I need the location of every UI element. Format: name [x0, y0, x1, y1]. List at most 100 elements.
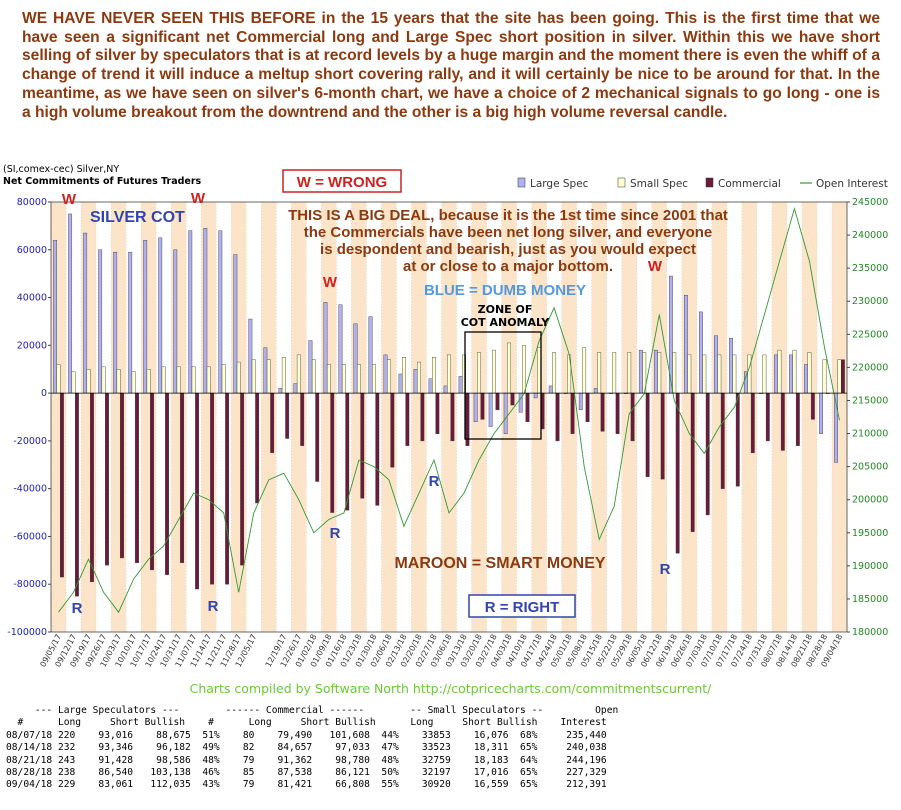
small-spec-bar	[657, 352, 662, 394]
large-spec-bar	[488, 392, 493, 427]
commercial-bar	[165, 392, 169, 575]
band	[531, 202, 547, 632]
y-tick-label: 60000	[17, 245, 47, 256]
large-spec-bar	[638, 349, 643, 394]
silver-cot-label: SILVER COT	[90, 209, 185, 226]
anomaly-zone-label: ZONE OF	[478, 303, 533, 316]
legend-label: Small Spec	[630, 178, 688, 190]
commercial-bar	[300, 392, 305, 446]
large-spec-bar	[113, 251, 118, 394]
commercial-bar	[195, 392, 199, 590]
large-spec-bar	[593, 388, 598, 394]
large-spec-bar	[128, 251, 133, 394]
large-spec-bar	[699, 311, 703, 394]
y2-tick-label: 225000	[852, 329, 888, 340]
large-spec-bar	[293, 383, 298, 394]
dumb-money-label: BLUE = DUMB MONEY	[424, 282, 586, 299]
y2-tick-label: 220000	[852, 362, 888, 373]
band	[591, 202, 607, 632]
small-spec-bar	[402, 357, 406, 394]
commercial-bar	[720, 392, 725, 489]
y-tick-label: 0	[41, 388, 47, 399]
legend-label: Commercial	[718, 178, 781, 190]
large-spec-bar	[188, 230, 193, 394]
r-marker: R	[660, 561, 671, 578]
small-spec-bar	[296, 354, 301, 394]
small-spec-bar	[221, 364, 226, 394]
large-spec-bar	[744, 371, 748, 394]
small-spec-bar	[807, 352, 812, 394]
large-spec-bar	[729, 337, 733, 394]
small-spec-bar	[326, 364, 331, 394]
band	[651, 202, 667, 632]
small-spec-bar	[447, 354, 451, 394]
cot-chart: (SI,comex-cec) Silver,NY Net Commitments…	[3, 164, 888, 669]
r-marker: R	[208, 598, 219, 615]
commercial-bar	[600, 392, 605, 432]
small-spec-bar	[702, 354, 707, 394]
small-spec-bar	[762, 354, 767, 394]
small-spec-bar	[251, 359, 256, 394]
small-spec-bar	[837, 359, 842, 394]
small-spec-bar	[86, 369, 91, 394]
commercial-bar	[405, 392, 410, 446]
band	[471, 202, 487, 632]
small-spec-bar	[507, 342, 511, 394]
y-tick-label: 80000	[17, 197, 47, 208]
r-marker: R	[429, 473, 440, 490]
y2-tick-label: 215000	[852, 395, 888, 406]
band	[621, 202, 637, 632]
bar-series	[53, 213, 845, 597]
band	[741, 202, 757, 632]
large-spec-bar	[503, 392, 508, 434]
large-spec-bar	[819, 392, 823, 434]
w-marker: W	[191, 190, 206, 207]
large-spec-bar	[263, 347, 268, 394]
w-marker: W	[648, 258, 663, 275]
y2-tick-label: 200000	[852, 495, 888, 506]
w-marker: W	[323, 274, 338, 291]
band	[711, 202, 727, 632]
big-deal-text: THIS IS A BIG DEAL, because it is the 1s…	[288, 207, 728, 224]
plot-frame	[50, 201, 848, 633]
commercial-bar	[285, 392, 290, 439]
small-spec-bar	[537, 347, 542, 394]
large-spec-bar	[789, 354, 793, 394]
y-tick-label: -20000	[13, 436, 47, 447]
commercial-bar	[120, 392, 124, 559]
commercial-bar	[690, 392, 695, 532]
large-spec-bar	[518, 392, 523, 413]
small-spec-bar	[417, 361, 421, 394]
commercial-bar	[525, 392, 530, 422]
table-row: 08/28/18 238 86,540 103,138 46% 85 87,53…	[6, 767, 607, 779]
large-spec-bar	[248, 318, 253, 394]
chart-header-line1: (SI,comex-cec) Silver,NY	[3, 164, 119, 175]
small-spec-bar	[552, 352, 557, 394]
small-spec-bar	[387, 359, 391, 394]
commercial-bar	[105, 392, 109, 566]
commercial-bar	[360, 392, 365, 499]
commercial-bar	[645, 392, 650, 477]
small-spec-bar	[176, 366, 181, 394]
commercial-bar	[255, 392, 260, 504]
large-spec-bar	[774, 354, 778, 394]
small-spec-bar	[191, 366, 196, 394]
small-spec-bar	[732, 354, 737, 394]
large-spec-bar	[98, 249, 103, 394]
smart-money-label: MAROON = SMART MONEY	[394, 555, 605, 572]
small-spec-bar	[582, 347, 587, 394]
y2-tick-label: 210000	[852, 429, 888, 440]
table-header-1: --- Large Speculators --- ------ Commerc…	[6, 705, 619, 716]
small-spec-bar	[281, 357, 286, 394]
commercial-bar	[615, 392, 620, 434]
small-spec-bar	[687, 354, 692, 394]
small-spec-bar	[477, 352, 481, 394]
large-spec-bar	[458, 376, 463, 394]
band	[441, 202, 457, 632]
small-spec-bar	[206, 366, 211, 394]
small-spec-bar	[822, 359, 827, 394]
commercial-bar	[420, 392, 425, 442]
commercial-bar	[270, 392, 275, 454]
commercial-bar	[660, 392, 665, 480]
commercial-bar	[225, 392, 230, 585]
